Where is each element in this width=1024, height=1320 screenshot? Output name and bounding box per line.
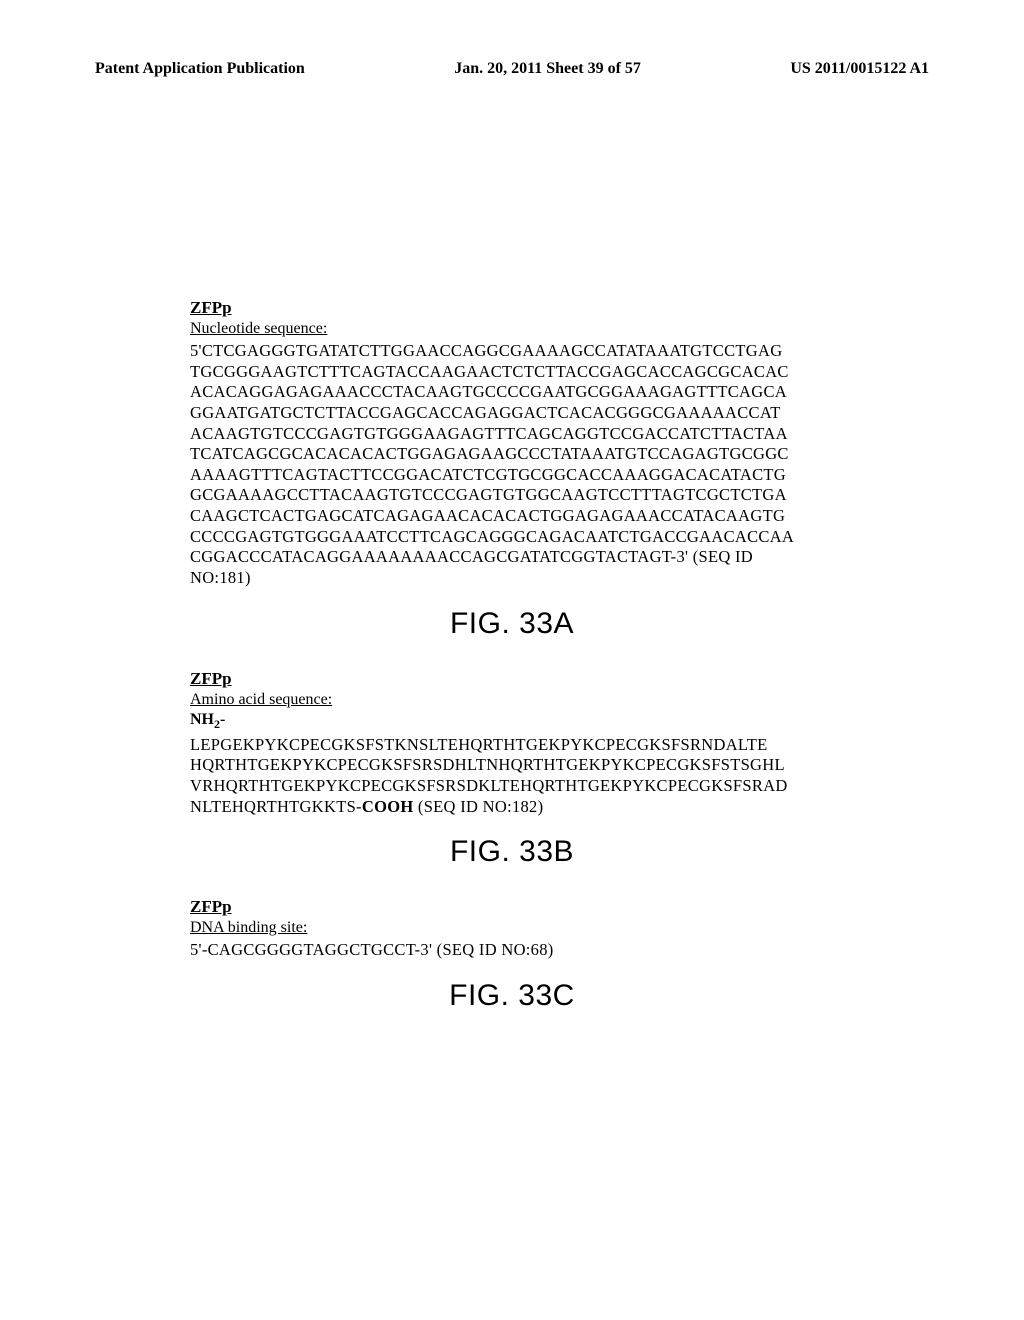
sequence-line: 5'CTCGAGGGTGATATCTTGGAACCAGGCGAAAAGCCATA… bbox=[190, 341, 834, 362]
content: ZFPp Nucleotide sequence: 5'CTCGAGGGTGAT… bbox=[0, 78, 1024, 1013]
sequence-line: CGGACCCATACAGGAAAAAAAACCAGCGATATCGGTACTA… bbox=[190, 547, 834, 568]
sequence-line-tail: NLTEHQRTHTGKKTS-COOH (SEQ ID NO:182) bbox=[190, 797, 834, 818]
block-c-subtitle: DNA binding site: bbox=[190, 919, 834, 937]
sequence-line: CAAGCTCACTGAGCATCAGAGAACACACACTGGAGAGAAA… bbox=[190, 506, 834, 527]
sequence-line: CCCCGAGTGTGGGAAATCCTTCAGCAGGGCAGACAATCTG… bbox=[190, 527, 834, 548]
sequence-line: TGCGGGAAGTCTTTCAGTACCAAGAACTCTCTTACCGAGC… bbox=[190, 362, 834, 383]
block-c-sequence: 5'-CAGCGGGGTAGGCTGCCT-3' (SEQ ID NO:68) bbox=[190, 940, 834, 961]
header-right: US 2011/0015122 A1 bbox=[790, 60, 929, 78]
sequence-line: AAAAGTTTCAGTACTTCCGGACATCTCGTGCGGCACCAAA… bbox=[190, 465, 834, 486]
fig-33b-label: FIG. 33B bbox=[190, 835, 834, 869]
fig-33c-label: FIG. 33C bbox=[190, 979, 834, 1013]
block-a-title: ZFPp bbox=[190, 298, 834, 318]
sequence-line: LEPGEKPYKCPECGKSFSTKNSLTEHQRTHTGEKPYKCPE… bbox=[190, 735, 834, 756]
header-left: Patent Application Publication bbox=[95, 60, 305, 78]
fig-33a-label: FIG. 33A bbox=[190, 607, 834, 641]
page-header: Patent Application Publication Jan. 20, … bbox=[0, 0, 1024, 78]
sequence-line: GGAATGATGCTCTTACCGAGCACCAGAGGACTCACACGGG… bbox=[190, 403, 834, 424]
header-center: Jan. 20, 2011 Sheet 39 of 57 bbox=[454, 60, 641, 78]
block-b-prefix: NH2- bbox=[190, 711, 834, 732]
block-b-subtitle: Amino acid sequence: bbox=[190, 691, 834, 709]
block-a-subtitle: Nucleotide sequence: bbox=[190, 320, 834, 338]
sequence-line: NO:181) bbox=[190, 568, 834, 589]
sequence-line: GCGAAAAGCCTTACAAGTGTCCCGAGTGTGGCAAGTCCTT… bbox=[190, 485, 834, 506]
block-a-sequence: 5'CTCGAGGGTGATATCTTGGAACCAGGCGAAAAGCCATA… bbox=[190, 341, 834, 589]
sequence-line: HQRTHTGEKPYKCPECGKSFSRSDHLTNHQRTHTGEKPYK… bbox=[190, 755, 834, 776]
block-b-title: ZFPp bbox=[190, 669, 834, 689]
sequence-line: TCATCAGCGCACACACACTGGAGAGAAGCCCTATAAATGT… bbox=[190, 444, 834, 465]
sequence-line: ACACAGGAGAGAAACCCTACAAGTGCCCCGAATGCGGAAA… bbox=[190, 382, 834, 403]
block-b-sequence: LEPGEKPYKCPECGKSFSTKNSLTEHQRTHTGEKPYKCPE… bbox=[190, 735, 834, 818]
block-c-title: ZFPp bbox=[190, 897, 834, 917]
sequence-line: ACAAGTGTCCCGAGTGTGGGAAGAGTTTCAGCAGGTCCGA… bbox=[190, 424, 834, 445]
sequence-line: VRHQRTHTGEKPYKCPECGKSFSRSDKLTEHQRTHTGEKP… bbox=[190, 776, 834, 797]
